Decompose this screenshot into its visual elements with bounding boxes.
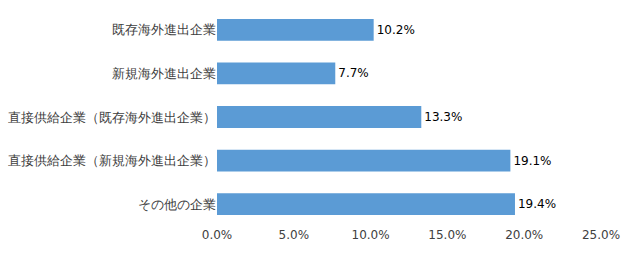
svg-text:0.0%: 0.0% [202, 228, 233, 242]
svg-text:19.1%: 19.1% [513, 154, 551, 168]
svg-text:10.2%: 10.2% [377, 23, 415, 37]
svg-text:10.0%: 10.0% [352, 228, 390, 242]
svg-text:7.7%: 7.7% [338, 66, 369, 80]
svg-text:25.0%: 25.0% [582, 228, 620, 242]
svg-text:15.0%: 15.0% [428, 228, 466, 242]
svg-text:13.3%: 13.3% [424, 110, 462, 124]
svg-text:5.0%: 5.0% [279, 228, 310, 242]
svg-text:19.4%: 19.4% [518, 197, 556, 211]
svg-text:新規海外進出企業: 新規海外進出企業 [112, 66, 216, 81]
svg-text:既存海外進出企業: 既存海外進出企業 [112, 22, 216, 37]
svg-text:20.0%: 20.0% [505, 228, 543, 242]
svg-text:直接供給企業（新規海外進出企業）: 直接供給企業（新規海外進出企業） [8, 153, 216, 168]
svg-text:その他の企業: その他の企業 [138, 197, 216, 212]
svg-text:直接供給企業（既存海外進出企業）: 直接供給企業（既存海外進出企業） [8, 110, 216, 125]
